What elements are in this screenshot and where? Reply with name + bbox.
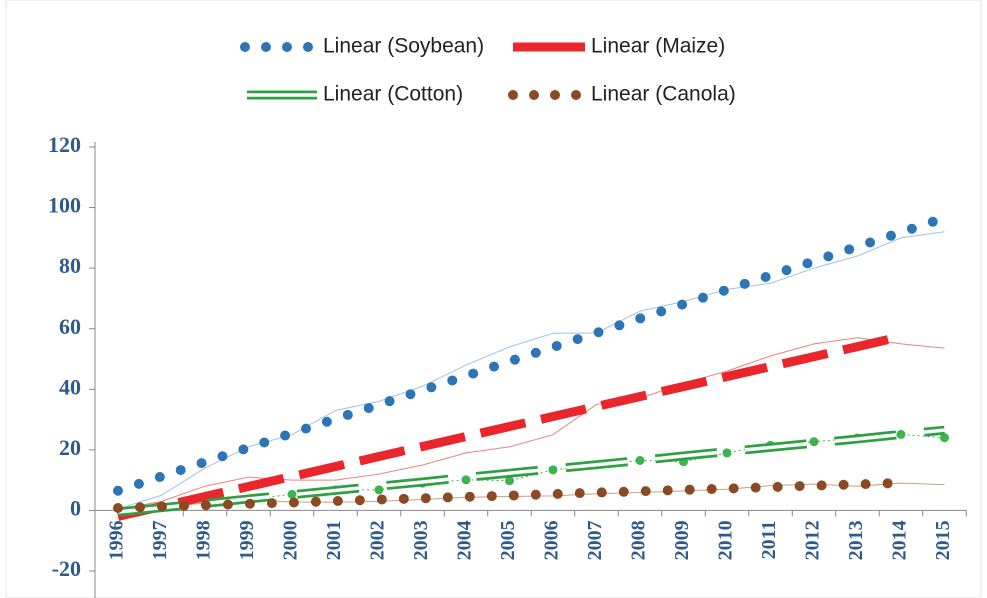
x-tick-label: 2011 <box>758 520 780 559</box>
y-tick-label: 120 <box>48 132 81 157</box>
x-tick-label: 2013 <box>845 520 867 560</box>
series-line <box>113 477 906 514</box>
x-tick-label: 2014 <box>889 520 911 560</box>
data-point <box>722 448 732 458</box>
y-tick-label: 60 <box>59 314 81 339</box>
data-point <box>809 437 819 447</box>
x-tick-label: 1996 <box>106 520 128 560</box>
series-line <box>116 332 903 521</box>
x-tick-label: 2015 <box>932 520 954 560</box>
data-point <box>635 455 645 465</box>
x-tick-label: 2010 <box>715 520 737 560</box>
data-point <box>461 475 471 485</box>
x-tick-label: 1997 <box>149 520 171 560</box>
x-tick-label: 2005 <box>497 520 519 560</box>
series-line-inner <box>117 428 945 514</box>
y-tick-label: -20 <box>52 556 81 581</box>
x-tick-label: 2008 <box>628 520 650 560</box>
x-tick-label: 2004 <box>454 520 476 560</box>
legend-label: Linear (Maize) <box>591 35 725 58</box>
series-line <box>113 212 950 496</box>
legend-label: Linear (Soybean) <box>323 35 484 58</box>
legend-label: Linear (Cotton) <box>323 83 463 106</box>
legend-label: Linear (Canola) <box>591 83 736 106</box>
frame <box>5 0 982 598</box>
x-tick-label: 1998 <box>193 520 215 560</box>
y-tick-label: 40 <box>59 374 81 399</box>
data-point <box>374 485 384 495</box>
data-point <box>505 476 514 486</box>
x-tick-label: 2006 <box>541 520 563 560</box>
x-tick-label: 2012 <box>802 520 824 560</box>
y-tick-label: 0 <box>70 495 81 520</box>
x-tick-label: 2003 <box>410 520 432 560</box>
data-point <box>940 433 949 443</box>
data-point <box>896 429 906 439</box>
series-line <box>117 337 945 511</box>
x-tick-label: 2009 <box>671 520 693 560</box>
x-tick-label: 1999 <box>236 520 258 560</box>
data-point <box>548 465 558 475</box>
data-point <box>287 489 297 499</box>
x-tick-label: 2007 <box>584 520 606 560</box>
series-line <box>117 231 945 510</box>
x-tick-label: 2000 <box>280 520 302 560</box>
y-tick-label: 100 <box>48 193 81 218</box>
y-tick-label: 20 <box>59 435 81 460</box>
x-tick-label: 2001 <box>323 520 345 560</box>
y-tick-label: 80 <box>59 253 81 278</box>
x-tick-label: 2002 <box>367 520 389 560</box>
